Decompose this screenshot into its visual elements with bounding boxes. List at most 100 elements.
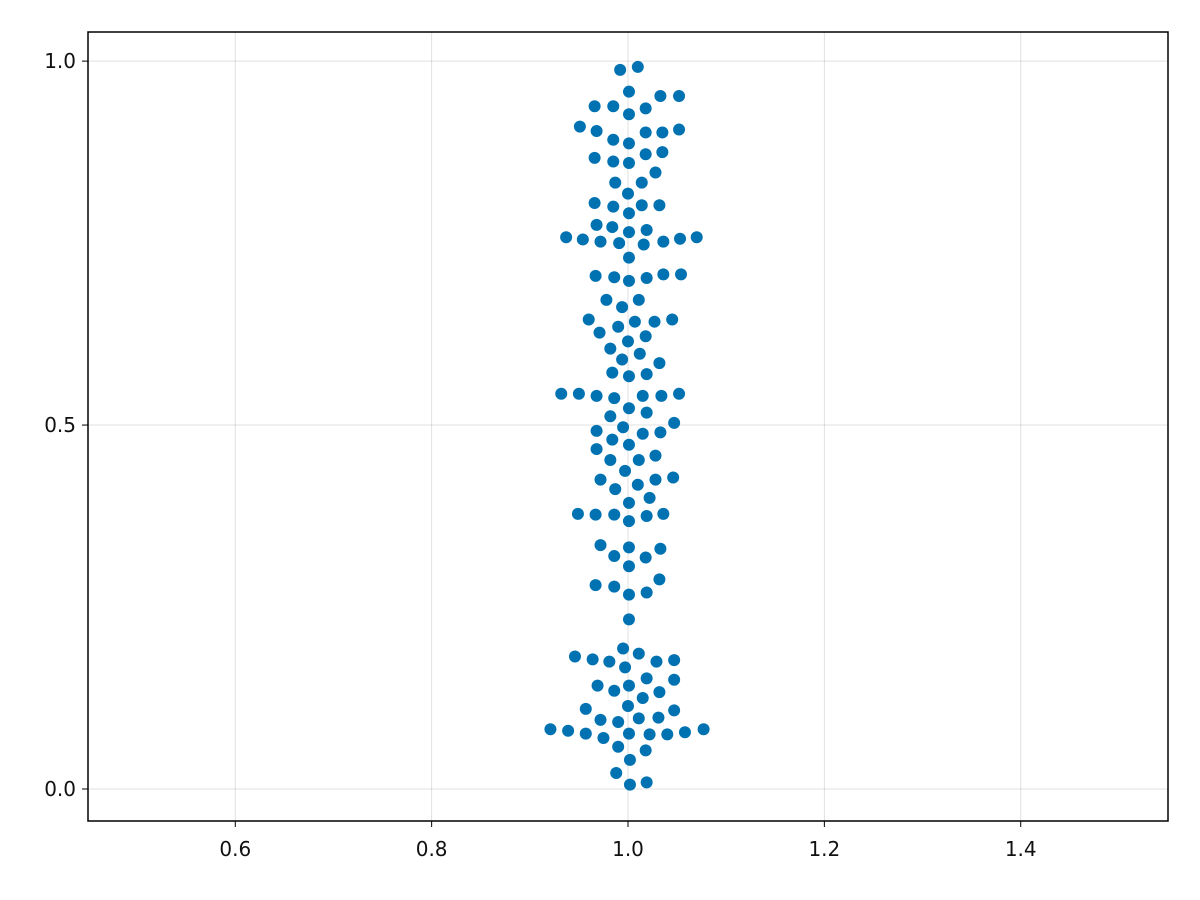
data-point	[654, 426, 667, 439]
data-point	[657, 507, 670, 520]
data-point	[612, 740, 625, 753]
data-point	[632, 293, 645, 306]
data-point	[622, 541, 635, 554]
data-point	[606, 366, 619, 379]
data-point	[622, 274, 635, 287]
data-point	[622, 727, 635, 740]
data-point	[654, 90, 667, 103]
data-point	[640, 586, 653, 599]
data-point	[640, 223, 653, 236]
data-point	[622, 226, 635, 239]
data-point	[635, 176, 648, 189]
data-point	[622, 187, 634, 200]
x-tick-label: 1.4	[1005, 837, 1037, 861]
data-point	[603, 655, 616, 668]
data-point	[673, 123, 686, 136]
data-point	[590, 124, 603, 137]
data-point	[608, 580, 621, 593]
data-point	[649, 449, 662, 462]
data-point	[697, 723, 710, 736]
data-point	[640, 272, 653, 285]
data-point	[608, 684, 621, 697]
data-point	[612, 320, 625, 333]
data-point	[619, 661, 632, 674]
data-point	[623, 778, 636, 791]
data-point	[607, 133, 620, 146]
data-point	[673, 90, 686, 103]
x-tick-label: 1.2	[808, 837, 840, 861]
data-point	[590, 218, 603, 231]
data-point	[600, 293, 613, 306]
data-point	[636, 691, 649, 704]
data-point	[632, 712, 645, 725]
data-point	[589, 508, 602, 521]
data-point	[678, 726, 691, 739]
data-point	[639, 330, 652, 343]
data-point	[606, 433, 619, 446]
data-point	[673, 387, 686, 400]
data-point	[594, 473, 607, 486]
data-point	[622, 370, 635, 383]
data-point	[562, 724, 575, 737]
data-point	[593, 326, 606, 339]
data-point	[613, 237, 626, 250]
data-point	[668, 654, 681, 667]
data-point	[652, 711, 665, 724]
data-point	[619, 464, 632, 477]
data-point	[656, 126, 669, 139]
data-point	[633, 347, 646, 360]
data-point	[622, 679, 635, 692]
data-point	[586, 653, 599, 666]
data-point	[588, 197, 601, 210]
data-point	[607, 100, 620, 113]
y-tick-label: 0.5	[44, 413, 76, 437]
data-point	[655, 389, 668, 402]
data-point	[568, 650, 581, 663]
y-tick-label: 0.0	[44, 777, 76, 801]
data-point	[622, 251, 635, 264]
data-point	[594, 235, 607, 248]
data-point	[616, 301, 629, 314]
data-point	[653, 357, 666, 370]
data-point	[639, 148, 652, 161]
data-point	[622, 438, 635, 451]
data-point	[622, 207, 635, 220]
data-point	[617, 421, 630, 434]
data-point	[610, 766, 623, 779]
data-point	[607, 200, 620, 213]
data-point	[639, 551, 652, 564]
data-point	[657, 268, 670, 281]
data-point	[579, 727, 592, 740]
data-point	[588, 100, 601, 113]
data-point	[640, 368, 653, 381]
data-point	[622, 85, 635, 98]
scatter-points	[544, 60, 710, 791]
data-point	[666, 313, 679, 326]
data-point	[608, 392, 621, 405]
data-point	[622, 108, 635, 121]
x-tick-label: 0.6	[219, 837, 251, 861]
data-point	[590, 443, 603, 456]
data-point	[657, 235, 670, 248]
data-point	[622, 613, 635, 626]
data-point	[656, 146, 669, 159]
data-point	[653, 686, 666, 699]
data-point	[560, 231, 573, 244]
data-point	[612, 716, 625, 729]
data-point	[622, 560, 635, 573]
data-point	[608, 271, 621, 284]
data-point	[622, 157, 635, 170]
data-point	[648, 315, 661, 328]
data-point	[632, 647, 645, 660]
data-point	[636, 427, 649, 440]
data-point	[594, 539, 607, 552]
data-point	[544, 723, 557, 736]
data-point	[622, 699, 634, 712]
data-point	[622, 496, 635, 509]
data-point	[653, 573, 666, 586]
data-point	[607, 155, 620, 168]
data-point	[675, 268, 688, 281]
data-point	[639, 126, 652, 139]
data-point	[597, 732, 610, 745]
data-point	[654, 542, 667, 555]
